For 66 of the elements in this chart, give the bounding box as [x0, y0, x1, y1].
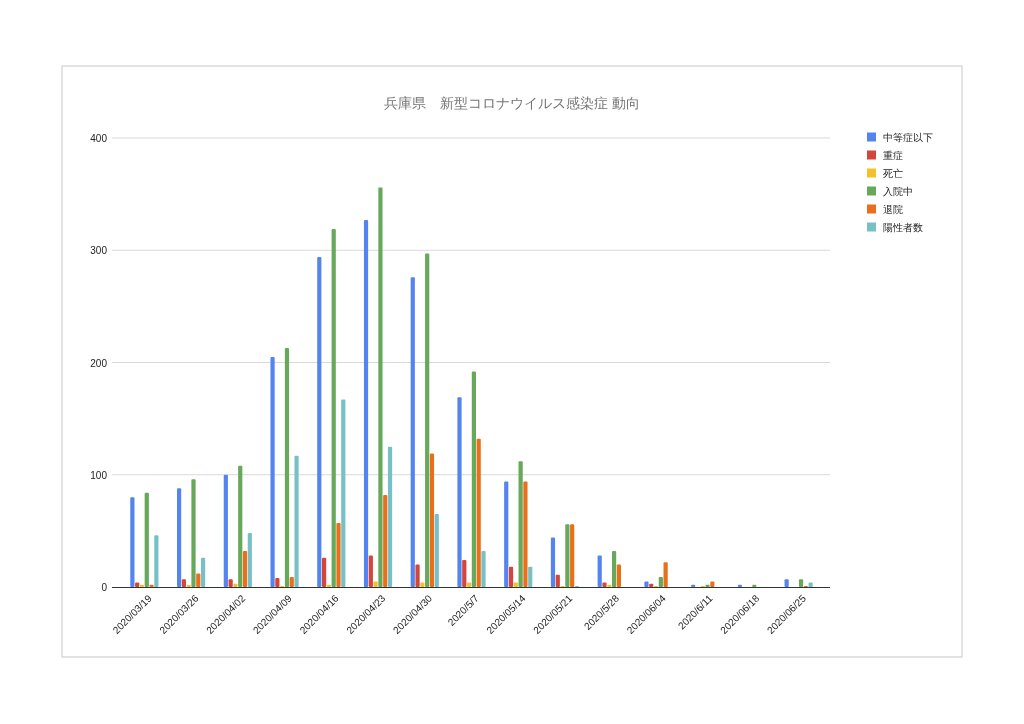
bar: [191, 479, 196, 587]
bar: [518, 461, 523, 587]
y-tick-label: 200: [90, 357, 108, 369]
legend-label: 死亡: [883, 167, 903, 179]
bar: [410, 277, 415, 587]
bar: [238, 465, 243, 587]
bar: [223, 474, 228, 587]
legend-label: 陽性者数: [883, 221, 923, 233]
bar: [331, 228, 336, 587]
bar: [270, 356, 275, 587]
bar: [181, 579, 186, 587]
bar: [322, 557, 327, 587]
bar: [289, 576, 294, 587]
bar: [481, 551, 486, 587]
bar: [798, 579, 804, 587]
bar: [284, 347, 290, 587]
bar: [565, 524, 570, 587]
bar: [415, 564, 420, 587]
bar: [550, 537, 556, 587]
bar: [177, 488, 182, 587]
bar: [247, 533, 252, 587]
bar: [658, 576, 663, 587]
bar: [228, 579, 233, 587]
bar: [784, 579, 789, 587]
bar: [425, 253, 430, 587]
bar: [363, 219, 369, 587]
legend-label: 入院中: [883, 185, 913, 197]
bar: [294, 455, 299, 587]
bar: [471, 371, 476, 587]
bar: [336, 523, 341, 587]
bar: [555, 574, 560, 587]
bar: [476, 438, 481, 587]
bar: [663, 562, 668, 587]
bar: [457, 397, 462, 587]
bar: [597, 555, 602, 587]
bar: [196, 573, 201, 587]
legend-label: 中等症以下: [883, 131, 933, 143]
bar: [616, 564, 621, 587]
bar: [504, 481, 509, 587]
legend-label: 退院: [883, 203, 903, 215]
bar: [523, 481, 528, 587]
bar: [317, 256, 322, 587]
y-tick-label: 100: [90, 469, 108, 481]
bar: [154, 535, 159, 587]
y-tick-label: 300: [90, 245, 108, 257]
bar: [130, 497, 135, 587]
bar: [275, 578, 280, 587]
legend-label: 重症: [883, 149, 903, 161]
bar: [508, 566, 514, 587]
y-tick-label: 0: [101, 582, 108, 593]
bar: [462, 560, 467, 587]
bar: [144, 492, 149, 587]
bar: [242, 551, 248, 587]
y-tick-label: 400: [90, 133, 108, 144]
bar: [429, 453, 435, 587]
bar: [201, 557, 206, 587]
bar: [570, 524, 575, 587]
bar: [383, 494, 388, 587]
bar: [341, 399, 346, 587]
bar: [368, 555, 373, 587]
bar: [612, 551, 617, 587]
bar: [528, 566, 533, 587]
bar: [434, 514, 439, 587]
bar: [387, 446, 393, 587]
title: 兵庫県 新型コロナウイルス感染症 動向: [384, 95, 640, 111]
bar: [378, 187, 383, 587]
